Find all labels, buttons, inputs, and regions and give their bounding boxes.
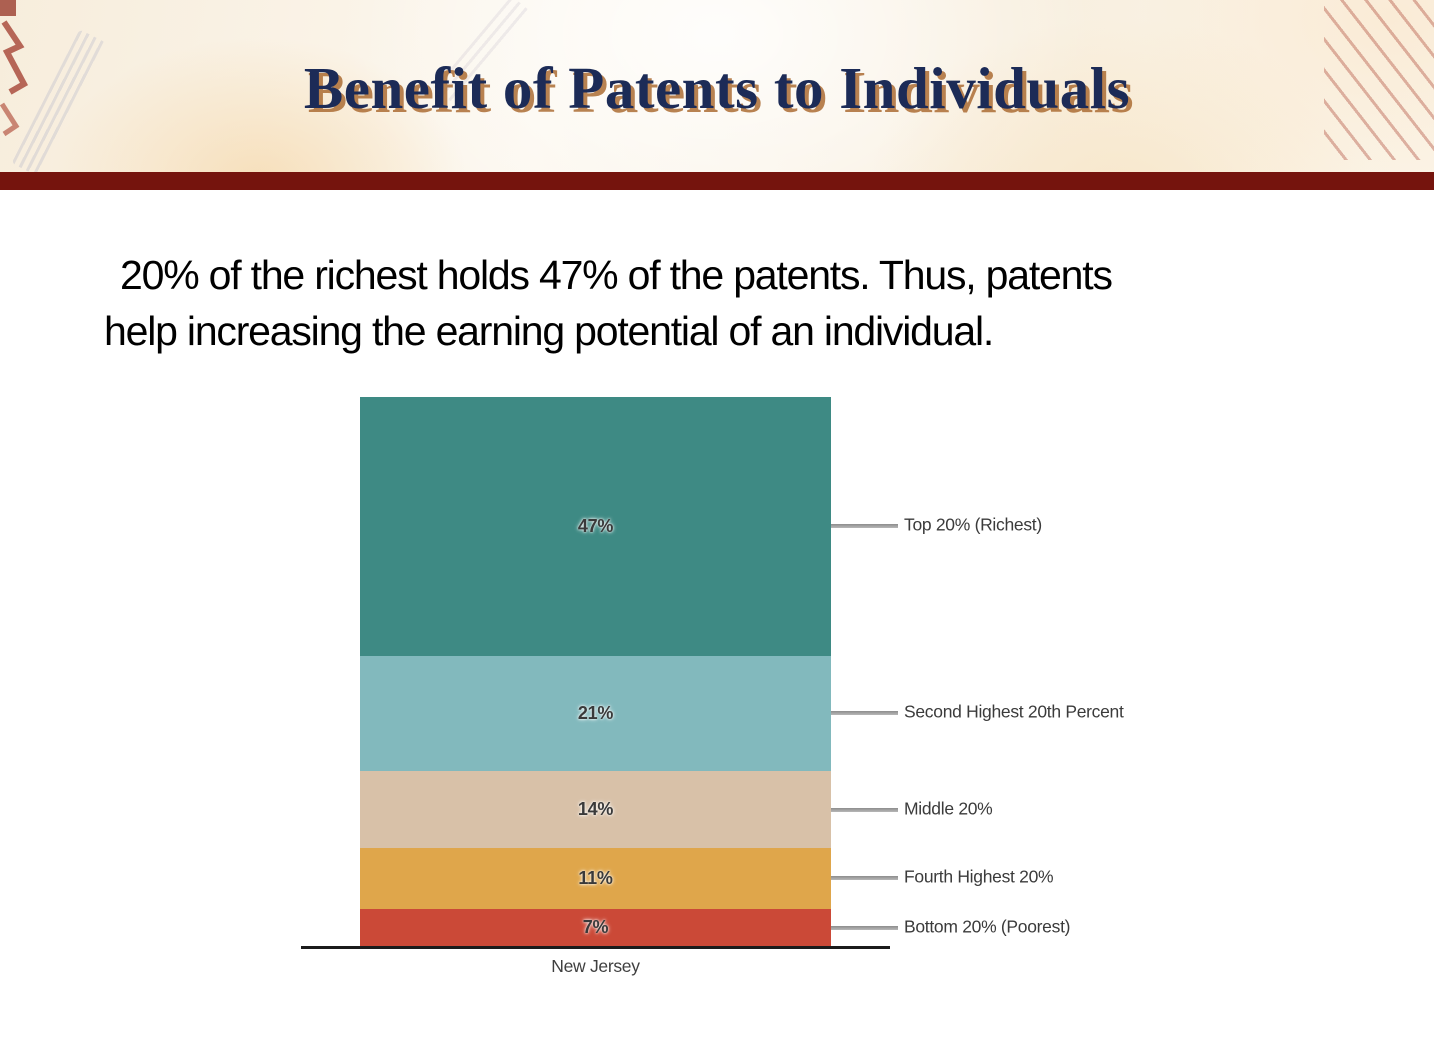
callout-line	[831, 524, 898, 529]
callout-line	[831, 711, 898, 716]
segment-value-label: 7%	[582, 917, 609, 938]
callout-line	[831, 807, 898, 812]
callout-label: Bottom 20% (Poorest)	[904, 916, 1071, 937]
paragraph-line: help increasing the earning potential of…	[104, 308, 994, 354]
stacked-bar: 47% 21% 14% 11% 7%	[360, 397, 831, 947]
callout-line	[831, 925, 898, 930]
bar-segment-3: 11%	[360, 848, 831, 909]
segment-value-label: 47%	[577, 515, 614, 536]
segment-value-label: 11%	[578, 867, 613, 888]
body-paragraph: 20% of the richest holds 47% of the pate…	[104, 247, 1390, 359]
slide-header: Benefit of Patents to Individuals	[0, 0, 1434, 177]
callout-label: Middle 20%	[904, 798, 993, 819]
segment-value-label: 21%	[577, 702, 614, 723]
bar-segment-2: 14%	[360, 771, 831, 848]
bar-segment-0: 47%	[360, 397, 831, 656]
callout-label: Top 20% (Richest)	[904, 514, 1042, 535]
callout-label: Second Highest 20th Percent	[904, 701, 1124, 722]
bar-segment-4: 7%	[360, 908, 831, 947]
callout-label: Fourth Highest 20%	[904, 866, 1054, 887]
paragraph-line: 20% of the richest holds 47% of the pate…	[120, 252, 1113, 298]
segment-value-label: 14%	[577, 799, 614, 819]
x-axis-category-label: New Jersey	[551, 956, 640, 976]
bar-segment-1: 21%	[360, 655, 831, 771]
page-title: Benefit of Patents to Individuals	[303, 55, 1131, 121]
divider-bar	[0, 172, 1434, 190]
x-axis-line	[301, 946, 890, 949]
callout-line	[831, 876, 898, 881]
